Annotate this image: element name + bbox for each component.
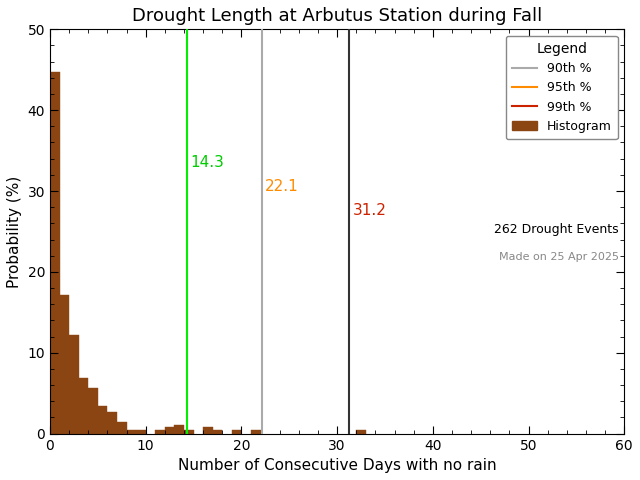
Bar [127, 431, 136, 433]
Bar [79, 378, 88, 433]
Bar [98, 406, 108, 433]
Bar [356, 431, 366, 433]
Bar [117, 421, 127, 433]
Bar [69, 335, 79, 433]
Title: Drought Length at Arbutus Station during Fall: Drought Length at Arbutus Station during… [132, 7, 542, 25]
Bar [251, 431, 260, 433]
Y-axis label: Probability (%): Probability (%) [7, 175, 22, 288]
Text: 31.2: 31.2 [353, 204, 387, 218]
X-axis label: Number of Consecutive Days with no rain: Number of Consecutive Days with no rain [178, 458, 497, 473]
Text: Made on 25 Apr 2025: Made on 25 Apr 2025 [499, 252, 618, 262]
Bar [203, 427, 212, 433]
Bar [232, 431, 241, 433]
Legend: 90th %, 95th %, 99th %, Histogram: 90th %, 95th %, 99th %, Histogram [506, 36, 618, 139]
Text: 14.3: 14.3 [191, 155, 225, 170]
Bar [50, 72, 60, 433]
Bar [165, 427, 175, 433]
Bar [108, 412, 117, 433]
Bar [156, 431, 165, 433]
Bar [60, 295, 69, 433]
Bar [175, 425, 184, 433]
Bar [212, 431, 222, 433]
Bar [136, 431, 146, 433]
Text: 262 Drought Events: 262 Drought Events [494, 223, 618, 236]
Bar [88, 387, 98, 433]
Text: 22.1: 22.1 [266, 179, 299, 194]
Bar [184, 431, 193, 433]
